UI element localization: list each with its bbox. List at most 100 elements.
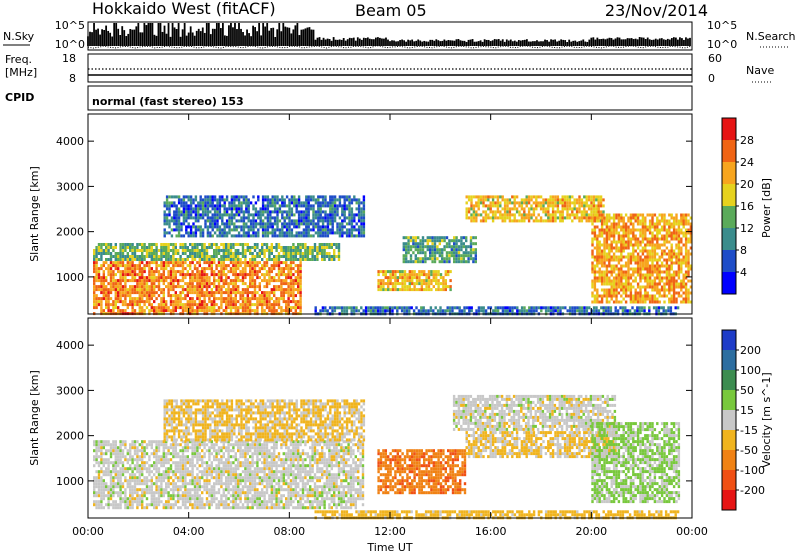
heatmap-cell (632, 258, 635, 262)
heatmap-cell (501, 198, 504, 202)
heatmap-cell (220, 243, 223, 246)
heatmap-cell (121, 243, 125, 246)
heatmap-cell (331, 207, 334, 211)
heatmap-cell (462, 245, 465, 249)
heatmap-cell (129, 258, 132, 261)
heatmap-cell (665, 237, 669, 241)
heatmap-cell (160, 276, 163, 280)
heatmap-cell (352, 309, 356, 313)
heatmap-cell (136, 300, 139, 304)
heatmap-cell (213, 300, 216, 304)
heatmap-cell (206, 195, 210, 199)
heatmap-cell (237, 288, 240, 292)
heatmap-cell (648, 276, 652, 280)
heatmap-cell (660, 234, 664, 238)
heatmap-cell (124, 246, 127, 249)
heatmap-cell (313, 243, 317, 246)
heatmap-cell (532, 201, 536, 205)
heatmap-cell (680, 222, 683, 226)
heatmap-cell (213, 195, 217, 199)
heatmap-cell (246, 297, 249, 301)
heatmap-cell (247, 210, 250, 214)
heatmap-cell (173, 222, 176, 226)
heatmap-cell (192, 216, 195, 220)
heatmap-cell (211, 201, 214, 205)
heatmap-cell (197, 216, 200, 220)
heatmap-cell (326, 231, 330, 235)
heatmap-cell (684, 228, 688, 232)
heatmap-cell (109, 252, 113, 255)
heatmap-cell (244, 303, 247, 307)
heatmap-cell (201, 228, 205, 232)
heatmap-cell (297, 210, 301, 214)
heatmap-cell (435, 288, 438, 292)
heatmap-cell (162, 297, 165, 301)
heatmap-cell (254, 231, 258, 235)
heatmap-cell (209, 201, 212, 205)
heatmap-cell (624, 288, 628, 292)
heatmap-cell (193, 264, 197, 268)
heatmap-cell (165, 213, 169, 217)
heatmap-cell (253, 249, 257, 252)
heatmap-cell (665, 279, 669, 283)
heatmap-cell (575, 213, 579, 217)
heatmap-cell (97, 243, 101, 246)
heatmap-cell (433, 260, 437, 264)
heatmap-cell (189, 303, 192, 307)
heatmap-cell (203, 279, 206, 283)
heatmap-cell (179, 285, 182, 289)
heatmap-cell (386, 309, 389, 313)
heatmap-cell (314, 210, 318, 214)
heatmap-cell (252, 195, 255, 199)
heatmap-cell (672, 255, 676, 259)
heatmap-cell (186, 291, 189, 295)
heatmap-cell (384, 270, 387, 274)
heatmap-cell (145, 300, 149, 304)
heatmap-cell (333, 309, 337, 313)
heatmap-cell (235, 234, 238, 238)
heatmap-cell (136, 303, 139, 307)
heatmap-cell (297, 270, 300, 274)
heatmap-cell (317, 228, 320, 232)
heatmap-cell (527, 198, 531, 202)
heatmap-cell (221, 231, 224, 235)
heatmap-cell (610, 285, 613, 289)
heatmap-cell (230, 222, 234, 226)
heatmap-cell (170, 204, 174, 208)
heatmap-cell (107, 273, 110, 277)
heatmap-cell (333, 249, 336, 252)
heatmap-cell (234, 249, 237, 252)
heatmap-cell (206, 216, 210, 220)
heatmap-cell (377, 282, 380, 286)
heatmap-cell (265, 285, 269, 289)
heatmap-cell (423, 279, 426, 283)
heatmap-cell (578, 216, 581, 220)
heatmap-cell (199, 195, 202, 199)
heatmap-cell (229, 249, 233, 252)
heatmap-cell (148, 255, 151, 258)
heatmap-cell (603, 282, 606, 286)
heatmap-cell (100, 309, 103, 313)
heatmap-cell (173, 201, 176, 205)
heatmap-cell (663, 222, 666, 226)
heatmap-cell (624, 225, 628, 229)
heatmap-cell (444, 309, 447, 313)
heatmap-cell (444, 270, 447, 274)
heatmap-cell (551, 195, 555, 199)
heatmap-cell (275, 297, 278, 301)
heatmap-cell (302, 231, 306, 235)
heatmap-cell (603, 249, 606, 253)
heatmap-cell (276, 228, 279, 232)
heatmap-cell (641, 246, 645, 250)
heatmap-cell (578, 204, 581, 208)
heatmap-cell (102, 273, 105, 277)
heatmap-cell (182, 222, 186, 226)
heatmap-cell (448, 245, 451, 249)
heatmap-cell (610, 264, 613, 268)
heatmap-cell (179, 270, 182, 274)
heatmap-cell (268, 270, 271, 274)
heatmap-cell (133, 285, 137, 289)
heatmap-cell (95, 255, 98, 258)
heatmap-cell (431, 236, 434, 240)
heatmap-cell (172, 261, 175, 265)
